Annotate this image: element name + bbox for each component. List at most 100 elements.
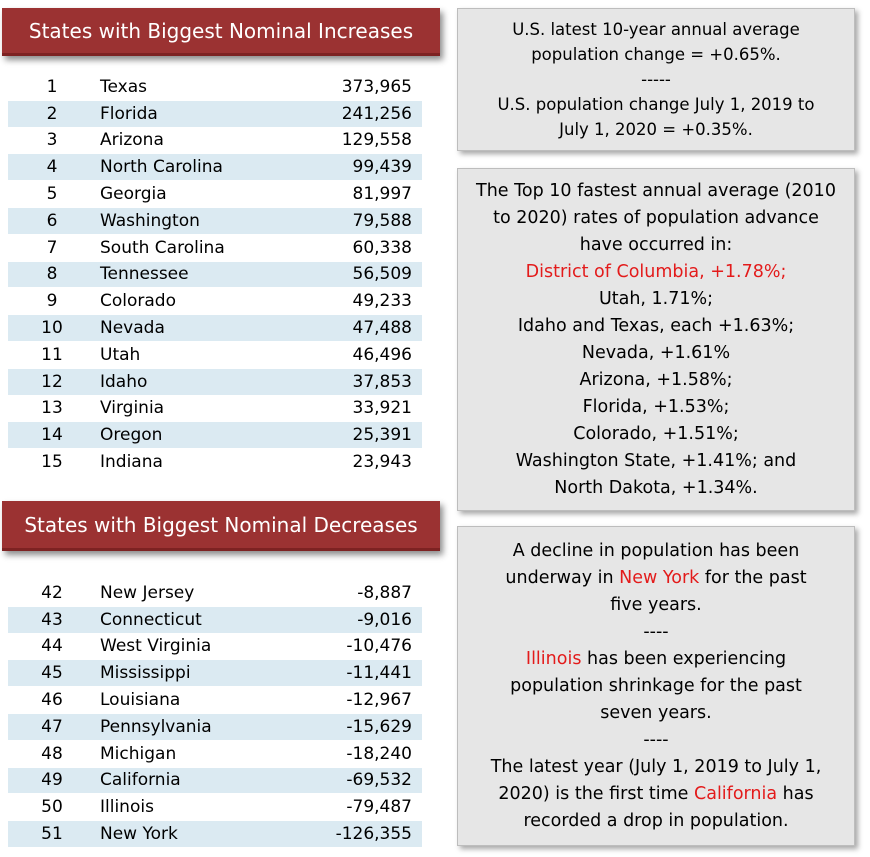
box2-rate: Colorado, +1.51%; [573,423,739,444]
box3-text: for the past [699,567,807,588]
box3-text: 2020) is the first time [498,783,694,804]
value-cell: -18,240 [346,743,412,764]
value-cell: -12,967 [346,690,412,711]
rank-cell: 8 [46,264,58,285]
box2-dc-rate: District of Columbia, +1.78%; [525,261,787,282]
state-cell: Colorado [100,291,176,312]
box2-rate: Washington State, +1.41%; and [515,450,797,471]
value-cell: 47,488 [352,318,412,339]
rank-cell: 44 [41,636,63,657]
rank-cell: 3 [46,130,58,151]
value-cell: 99,439 [352,157,412,178]
table-row: 6 Washington 79,588 [8,207,422,235]
decreases-table: 42 New Jersey -8,887 43 Connecticut -9,016 44 W… [8,580,422,848]
value-cell: -15,629 [346,716,412,737]
value-cell: -126,355 [335,824,412,845]
box3-line: underway in New York for the past [458,565,854,592]
rank-cell: 15 [41,452,63,473]
box3-line: The latest year (July 1, 2019 to July 1, [490,756,822,777]
table-row: 11 Utah 46,496 [8,342,422,369]
value-cell: -69,532 [346,770,412,791]
value-cell: 56,509 [352,264,412,285]
top10-rates-box: The Top 10 fastest annual average (2010 … [457,168,855,511]
state-cell: New Jersey [100,582,195,603]
rank-cell: 5 [46,184,58,205]
value-cell: 79,588 [352,210,412,231]
box2-rate: Idaho and Texas, each +1.63%; [517,315,795,336]
value-cell: 81,997 [352,184,412,205]
rank-cell: 42 [41,582,63,603]
state-cell: Oregon [100,425,163,446]
rank-cell: 12 [41,371,63,392]
box3-highlight-illinois: Illinois [525,648,582,669]
table-row: 49 California -69,532 [8,767,422,795]
box3-line: recorded a drop in population. [523,810,789,831]
table-row: 51 New York -126,355 [8,821,422,848]
box1-line: population change = +0.65%. [531,45,781,64]
state-cell: Virginia [100,398,165,419]
table-row: 47 Pennsylvania -15,629 [8,713,422,741]
table-row: 44 West Virginia -10,476 [8,634,422,661]
rank-cell: 6 [46,210,58,231]
value-cell: -79,487 [346,797,412,818]
rank-cell: 45 [41,663,63,684]
rank-cell: 4 [46,157,58,178]
rank-cell: 50 [41,797,63,818]
state-cell: Michigan [100,743,177,764]
table-row: 1 Texas 373,965 [8,74,422,101]
value-cell: 373,965 [341,76,412,97]
table-row: 3 Arizona 129,558 [8,128,422,155]
value-cell: -8,887 [357,582,412,603]
rank-cell: 1 [46,76,58,97]
value-cell: 49,233 [352,291,412,312]
box1-line: U.S. latest 10-year annual average [512,20,800,39]
table-row: 14 Oregon 25,391 [8,422,422,450]
table-row: 48 Michigan -18,240 [8,741,422,768]
rank-cell: 9 [46,291,58,312]
state-cell: Connecticut [100,609,202,630]
state-cell: Utah [100,344,141,365]
value-cell: 241,256 [341,103,412,124]
state-cell: Idaho [100,371,148,392]
box3-line: Illinois has been experiencing [458,646,854,673]
state-cell: New York [100,824,178,845]
state-cell: Nevada [100,318,165,339]
state-cell: Illinois [100,797,154,818]
state-cell: Louisiana [100,690,181,711]
table-row: 13 Virginia 33,921 [8,396,422,423]
value-cell: 25,391 [352,425,412,446]
table-row: 4 North Carolina 99,439 [8,154,422,182]
box3-text: has [777,783,814,804]
rank-cell: 47 [41,716,63,737]
table-row: 9 Colorado 49,233 [8,288,422,316]
rank-cell: 10 [41,318,63,339]
box1-line: U.S. population change July 1, 2019 to [497,95,815,114]
value-cell: 23,943 [352,452,412,473]
box3-separator: ---- [643,729,669,750]
table-row: 7 South Carolina 60,338 [8,235,422,262]
state-cell: Arizona [100,130,164,151]
box3-separator: ---- [643,621,669,642]
rank-cell: 43 [41,609,63,630]
box2-intro: have occurred in: [579,234,733,255]
value-cell: 60,338 [352,237,412,258]
table-row: 2 Florida 241,256 [8,100,422,128]
table-row: 12 Idaho 37,853 [8,368,422,396]
rank-cell: 46 [41,690,63,711]
state-cell: South Carolina [100,237,225,258]
state-cell: Indiana [100,452,163,473]
rank-cell: 51 [41,824,63,845]
increases-table: 1 Texas 373,965 2 Florida 241,256 3 Arizona 129,… [8,74,422,476]
box2-rate: Arizona, +1.58%; [579,369,733,390]
value-cell: 129,558 [341,130,412,151]
table-row: 45 Mississippi -11,441 [8,660,422,688]
table-row: 46 Louisiana -12,967 [8,687,422,714]
table-row: 5 Georgia 81,997 [8,181,422,208]
table-row: 43 Connecticut -9,016 [8,606,422,634]
box2-rate: Utah, 1.71%; [598,288,714,309]
rank-cell: 13 [41,398,63,419]
state-cell: North Carolina [100,157,223,178]
table-row: 8 Tennessee 56,509 [8,261,422,289]
rank-cell: 7 [46,237,58,258]
box1-separator: ----- [641,70,671,89]
